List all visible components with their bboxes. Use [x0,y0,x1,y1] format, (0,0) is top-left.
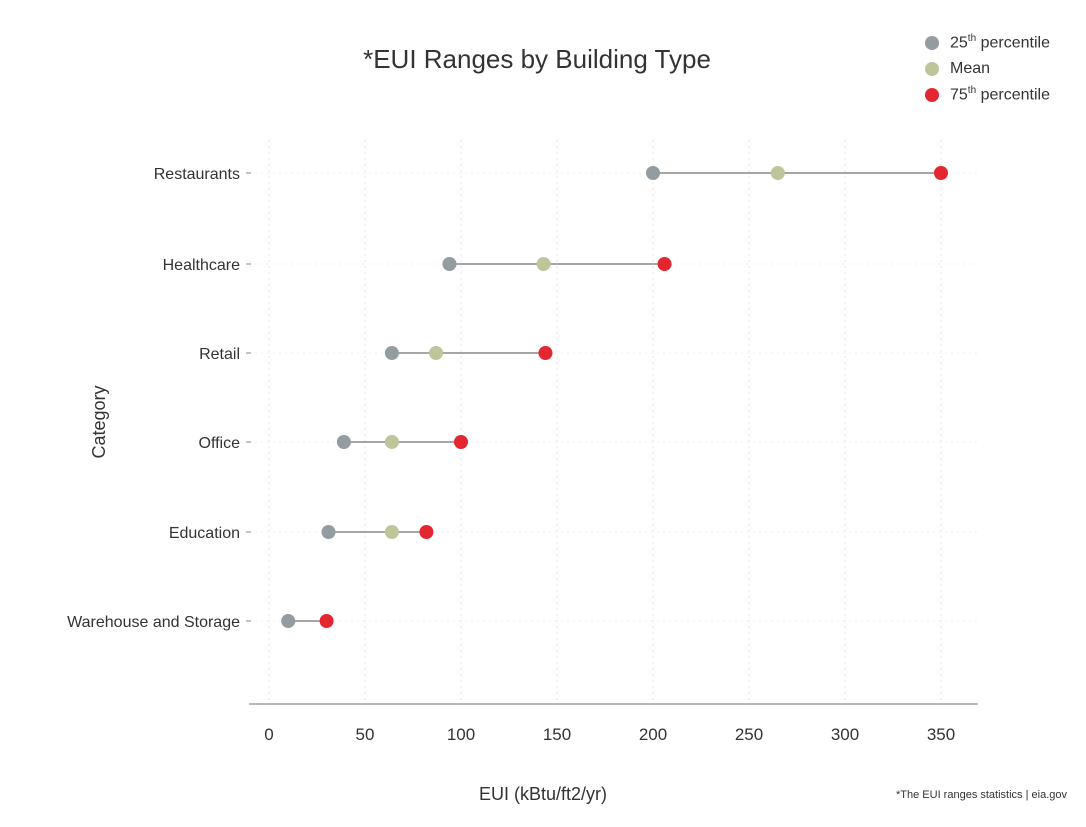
x-tick-label: 0 [264,725,273,744]
y-axis-label: Category [89,385,109,458]
data-point [536,257,551,271]
y-tick-label: Retail [199,346,240,363]
data-point [934,166,948,180]
chart-title: *EUI Ranges by Building Type [363,44,711,74]
legend-swatch [925,88,939,102]
data-point [419,525,434,539]
x-tick-label: 200 [639,725,667,744]
data-point [646,166,660,180]
y-tick-label: Healthcare [163,257,240,274]
data-point [336,435,351,449]
legend-label: 25th percentile [950,33,1050,52]
data-point [538,346,553,360]
data-point [770,166,785,180]
legend-item: Mean [925,56,1050,82]
data-point [384,435,399,449]
data-point [384,346,399,360]
y-tick-label: Education [169,525,240,542]
data-point [429,346,444,360]
legend-item: 25th percentile [925,30,1050,56]
data-point [454,435,468,449]
data-point [442,257,457,271]
data-point [319,614,334,628]
x-axis-label: EUI (kBtu/ft2/yr) [479,784,607,804]
x-tick-label: 300 [831,725,859,744]
legend-label: Mean [950,60,991,77]
data-point [384,525,399,539]
data-point [281,614,296,628]
x-tick-label: 250 [735,725,763,744]
data-point [321,525,336,539]
legend: 25th percentile Mean 75th percentile [925,30,1050,108]
y-tick-label: Warehouse and Storage [67,614,240,631]
x-tick-label: 50 [356,725,375,744]
y-tick-label: Office [199,435,241,452]
legend-item: 75th percentile [925,82,1050,108]
source-caption: *The EUI ranges statistics | eia.gov [896,789,1067,801]
x-tick-label: 100 [447,725,475,744]
x-tick-label: 350 [927,725,955,744]
legend-label: 75th percentile [950,85,1050,104]
legend-swatch [925,62,939,76]
y-tick-label: Restaurants [154,166,240,183]
legend-swatch [925,36,939,50]
data-point [657,257,672,271]
x-tick-label: 150 [543,725,571,744]
